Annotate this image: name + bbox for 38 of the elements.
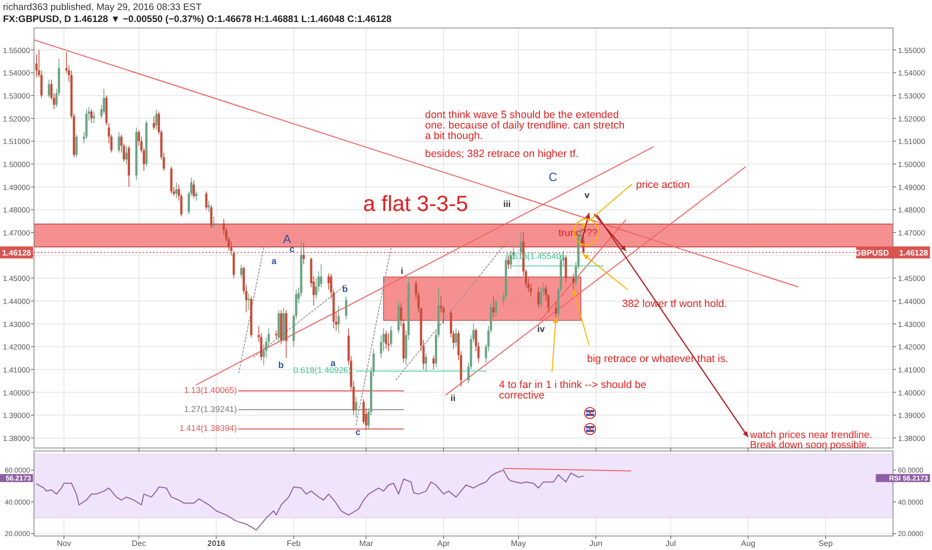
annotation: c [355,427,361,438]
annotation: c [289,244,295,254]
annotation: C [548,170,558,184]
annotation: 1.27(1.39241) [184,404,238,414]
annotation: 4 to far in 1 i think --> should be corrective [499,379,647,402]
chart-title: richard363 published, May 29, 2016 08:33 EST [3,2,202,13]
annotation: b [278,360,284,370]
x-tick-label: Dec [132,539,146,548]
text: 1.46128 [899,248,929,258]
annotation: a [271,256,278,266]
x-tick-label: May [510,539,526,548]
x-tick-label: Sep [818,539,834,548]
annotation: dont think wave 5 should be the extended one. because of daily trendline. can stretch a bit though. [425,109,625,142]
annotation: ii [450,393,456,404]
x-tick-label: Mar [359,539,374,548]
annotation: iv [537,324,545,334]
x-tick-label: Feb [286,539,302,548]
chart-subtitle: FX:GBPUSD, D 1.46128 ▼ −0.00550 (−0.37%) O:1.46678 H:1.46881 L:1.46048 C:1.46128 [3,14,392,25]
annotation: iii [503,199,511,210]
annotation: big retrace or whatever that is. [587,353,728,365]
x-tick-label: Jun [589,539,602,548]
annotation: a flat 3-3-5 [363,191,468,216]
annotation: besides; 382 retrace on higher tf. [425,148,579,160]
annotation: price action [636,179,690,191]
text: 1.46128 [2,248,32,258]
x-tick-label: Aug [741,539,756,548]
annotation: A [282,232,292,246]
annotation: 1.13(1.40065) [184,385,238,396]
annotation: b [342,284,348,294]
annotation: i [400,266,404,276]
ref-line-label: GBPUSD [854,248,890,258]
x-tick-label: Nov [56,539,72,548]
x-tick-label: Jul [666,539,676,548]
annotation: 1.414(1.38394) [179,423,238,434]
x-tick-label: Apr [437,539,450,548]
annotation: watch prices near trendline. Break down soon possible. [749,430,872,451]
x-tick-label: 2016 [207,539,226,548]
annotation: v [584,190,590,200]
